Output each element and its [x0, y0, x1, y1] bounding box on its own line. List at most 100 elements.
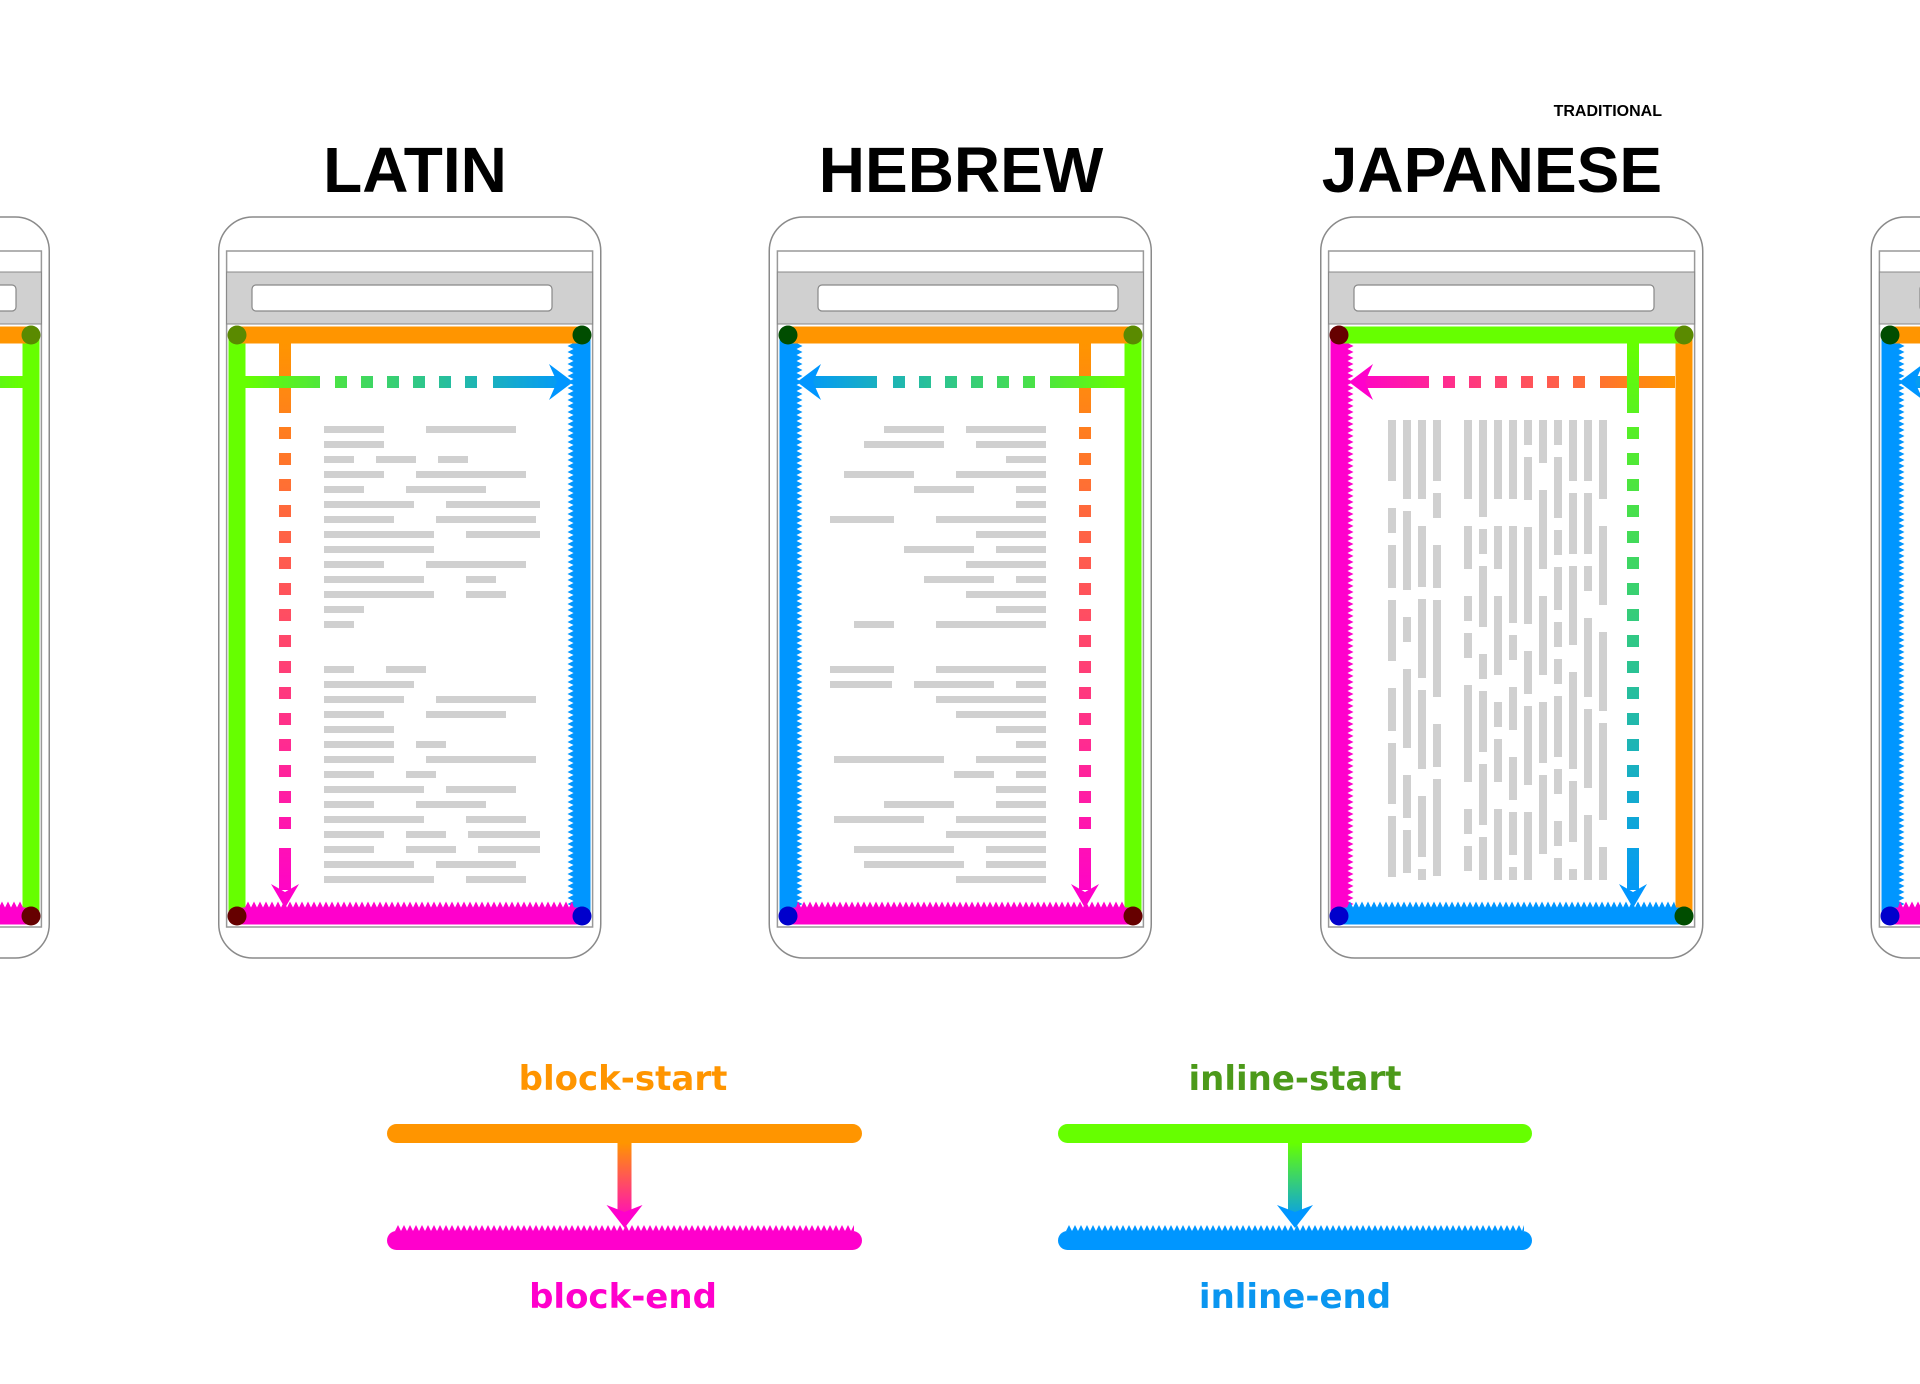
text-column	[1479, 529, 1487, 554]
text-line	[936, 666, 1046, 673]
text-column	[1524, 651, 1532, 694]
text-line	[834, 756, 944, 763]
text-column	[1403, 420, 1411, 499]
text-line	[324, 846, 374, 853]
text-column	[1524, 706, 1532, 785]
text-line	[426, 756, 536, 763]
dash-segment	[1079, 817, 1091, 829]
text-column	[1569, 566, 1577, 645]
text-column	[1494, 420, 1502, 499]
dash-segment	[1023, 376, 1035, 388]
text-column	[1464, 846, 1472, 871]
text-line	[976, 756, 1046, 763]
text-line	[324, 831, 384, 838]
block-start-line	[237, 326, 582, 344]
block-direction-arrow	[1071, 343, 1099, 908]
text-column	[1388, 420, 1396, 481]
dash-segment	[1359, 376, 1429, 388]
text-column	[1418, 599, 1426, 678]
text-line	[324, 441, 384, 448]
text-column	[1569, 781, 1577, 842]
dash-segment	[279, 453, 291, 465]
text-line	[324, 501, 414, 508]
dash-segment	[279, 427, 291, 439]
inline-start-line	[22, 335, 40, 916]
block-arrow-shaft	[617, 1143, 632, 1213]
title-hebrew: HEBREW	[819, 134, 1104, 206]
text-column	[1554, 420, 1562, 445]
text-column	[1433, 493, 1441, 518]
vertical-text-lines	[1388, 420, 1607, 880]
text-line	[324, 591, 434, 598]
text-column	[1524, 420, 1532, 445]
text-column	[1388, 743, 1396, 804]
block-start-bar	[387, 1124, 862, 1143]
phone-partial-right	[1870, 216, 1920, 959]
text-line	[416, 741, 446, 748]
arrowhead-right-icon	[797, 364, 821, 400]
dash-segment	[279, 687, 291, 699]
text-column	[1539, 702, 1547, 763]
text-line	[996, 726, 1046, 733]
dash-segment	[279, 739, 291, 751]
text-line	[956, 816, 1046, 823]
text-line	[468, 831, 540, 838]
text-column	[1554, 659, 1562, 684]
block-end-line	[788, 907, 1133, 925]
text-column	[1494, 739, 1502, 782]
text-column	[1524, 812, 1532, 880]
text-column	[1494, 809, 1502, 880]
corner-dot	[1674, 906, 1694, 926]
text-line	[324, 531, 434, 538]
text-column	[1479, 420, 1487, 517]
legend-block-start-label: block-start	[519, 1059, 728, 1099]
dash-segment	[1079, 557, 1091, 569]
dash-segment	[919, 376, 931, 388]
text-column	[1464, 596, 1472, 621]
text-column	[1569, 493, 1577, 554]
arrowhead-down-icon	[271, 884, 299, 908]
text-line	[956, 471, 1046, 478]
text-line	[1016, 501, 1046, 508]
text-column	[1388, 816, 1396, 877]
text-line	[446, 501, 540, 508]
dash-segment	[1079, 453, 1091, 465]
block-direction-arrow	[1349, 364, 1675, 400]
text-line	[324, 861, 414, 868]
dash-segment	[1079, 791, 1091, 803]
text-line	[996, 606, 1046, 613]
text-column	[1584, 493, 1592, 554]
text-line	[324, 816, 424, 823]
url-field	[251, 284, 553, 312]
corner-dot	[1880, 906, 1900, 926]
text-line	[884, 426, 944, 433]
text-line	[986, 846, 1046, 853]
dash-segment	[279, 557, 291, 569]
text-column	[1554, 567, 1562, 610]
text-column	[1599, 420, 1607, 499]
inline-end-zigzag	[1898, 343, 1905, 908]
block-start-line	[1675, 335, 1693, 916]
corner-dot	[572, 325, 592, 345]
text-column	[1479, 566, 1487, 627]
text-column	[1464, 420, 1472, 499]
text-line	[436, 861, 516, 868]
dash-segment	[279, 713, 291, 725]
text-line	[436, 696, 536, 703]
dash-segment	[1627, 557, 1639, 569]
dash-segment	[1079, 713, 1091, 725]
text-line	[954, 771, 994, 778]
dash-segment	[971, 376, 983, 388]
text-line	[884, 801, 954, 808]
text-line	[924, 576, 994, 583]
text-line	[466, 591, 506, 598]
legend-block-end-label: block-end	[529, 1277, 717, 1317]
inline-end-zigzag	[567, 343, 574, 908]
dash-segment	[1079, 427, 1091, 439]
dash-segment	[1079, 505, 1091, 517]
dash-segment	[279, 609, 291, 621]
url-field	[1353, 284, 1655, 312]
inline-direction-arrow	[1899, 366, 1920, 398]
dash-segment	[1627, 713, 1639, 725]
dash-segment	[1079, 479, 1091, 491]
